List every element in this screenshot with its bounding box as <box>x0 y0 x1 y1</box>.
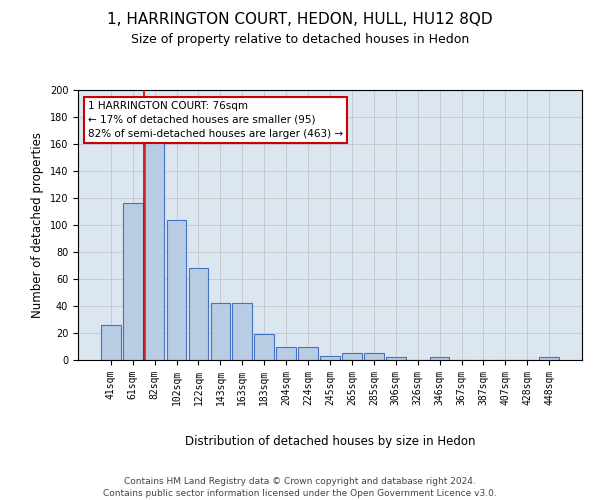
Text: 1, HARRINGTON COURT, HEDON, HULL, HU12 8QD: 1, HARRINGTON COURT, HEDON, HULL, HU12 8… <box>107 12 493 28</box>
Bar <box>188 268 208 360</box>
Bar <box>342 353 362 360</box>
Text: Contains HM Land Registry data © Crown copyright and database right 2024.
Contai: Contains HM Land Registry data © Crown c… <box>103 476 497 498</box>
Bar <box>211 304 230 360</box>
Bar <box>123 204 143 360</box>
Bar <box>101 325 121 360</box>
Text: Size of property relative to detached houses in Hedon: Size of property relative to detached ho… <box>131 32 469 46</box>
Bar <box>254 334 274 360</box>
Text: 1 HARRINGTON COURT: 76sqm
← 17% of detached houses are smaller (95)
82% of semi-: 1 HARRINGTON COURT: 76sqm ← 17% of detac… <box>88 101 343 139</box>
Bar <box>386 358 406 360</box>
Bar <box>232 304 252 360</box>
Y-axis label: Number of detached properties: Number of detached properties <box>31 132 44 318</box>
Bar <box>145 138 164 360</box>
Bar <box>167 220 187 360</box>
Bar <box>276 346 296 360</box>
Bar <box>430 358 449 360</box>
Bar <box>320 356 340 360</box>
Text: Distribution of detached houses by size in Hedon: Distribution of detached houses by size … <box>185 435 475 448</box>
Bar <box>539 358 559 360</box>
Bar <box>298 346 318 360</box>
Bar <box>364 353 384 360</box>
